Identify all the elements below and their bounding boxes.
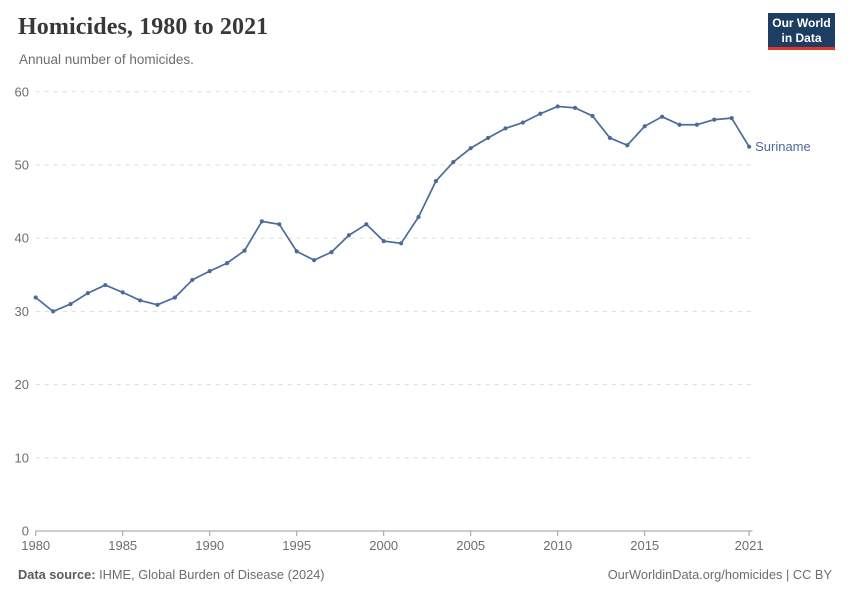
data-point bbox=[555, 104, 560, 109]
data-point bbox=[486, 135, 491, 141]
owid-logo-line2: in Data bbox=[781, 31, 822, 45]
data-source-value: IHME, Global Burden of Disease (2024) bbox=[99, 567, 325, 582]
data-point bbox=[120, 290, 125, 295]
data-point bbox=[520, 120, 526, 125]
chart-subtitle: Annual number of homicides. bbox=[19, 52, 194, 67]
credit-line: OurWorldinData.org/homicides | CC BY bbox=[607, 567, 832, 582]
y-tick-label: 30 bbox=[15, 304, 29, 319]
x-tick-label: 1990 bbox=[195, 538, 224, 553]
data-point bbox=[225, 260, 230, 266]
data-point bbox=[172, 295, 177, 300]
data-point bbox=[329, 250, 334, 255]
data-point bbox=[85, 291, 90, 296]
x-tick-label: 2005 bbox=[456, 538, 485, 553]
y-tick-label: 10 bbox=[15, 450, 29, 465]
y-tick-label: 20 bbox=[15, 377, 29, 392]
data-point bbox=[538, 111, 543, 116]
data-point bbox=[346, 233, 351, 238]
data-point bbox=[399, 241, 404, 246]
data-point bbox=[138, 298, 143, 303]
data-point bbox=[259, 219, 264, 224]
x-tick-label: 2015 bbox=[630, 538, 659, 553]
data-point bbox=[190, 277, 195, 283]
data-point bbox=[277, 222, 282, 227]
data-point bbox=[312, 258, 317, 263]
data-point bbox=[642, 124, 647, 129]
data-point bbox=[503, 126, 508, 131]
data-point bbox=[468, 146, 473, 151]
y-tick-label: 60 bbox=[15, 84, 29, 99]
data-point bbox=[381, 239, 386, 244]
y-tick-label: 50 bbox=[15, 158, 29, 173]
x-tick-label: 2010 bbox=[543, 538, 572, 553]
data-point bbox=[712, 117, 717, 122]
y-tick-label: 40 bbox=[15, 231, 29, 246]
page-title: Homicides, 1980 to 2021 bbox=[18, 14, 269, 40]
data-point bbox=[747, 144, 752, 149]
data-point bbox=[364, 222, 369, 227]
data-point bbox=[416, 214, 421, 220]
data-point bbox=[694, 122, 700, 127]
owid-logo-line1: Our World bbox=[772, 16, 831, 30]
x-tick-label: 1980 bbox=[21, 538, 50, 553]
data-point bbox=[590, 113, 595, 119]
chart-footer: Data source: IHME, Global Burden of Dise… bbox=[18, 567, 832, 582]
data-line bbox=[34, 105, 750, 313]
entity-label: Suriname bbox=[755, 139, 811, 154]
data-point bbox=[103, 282, 108, 288]
data-point bbox=[625, 143, 630, 148]
y-tick-label: 0 bbox=[22, 524, 29, 539]
owid-logo: Our World in Data bbox=[768, 13, 835, 50]
data-point bbox=[433, 179, 438, 184]
data-point bbox=[33, 295, 38, 300]
data-point bbox=[294, 249, 299, 254]
data-point bbox=[242, 248, 247, 253]
x-tick-label: 2000 bbox=[369, 538, 398, 553]
data-point bbox=[677, 122, 682, 127]
data-point bbox=[660, 114, 665, 119]
x-tick-label: 2021 bbox=[735, 538, 764, 553]
data-point bbox=[451, 159, 456, 165]
data-point bbox=[51, 309, 56, 314]
x-tick-label: 1985 bbox=[108, 538, 137, 553]
data-point bbox=[155, 302, 160, 307]
data-point bbox=[729, 116, 734, 121]
data-source-label: Data source: bbox=[18, 567, 96, 582]
data-point bbox=[607, 135, 613, 141]
data-point bbox=[573, 105, 578, 111]
data-point bbox=[207, 269, 212, 274]
x-tick-label: 1995 bbox=[282, 538, 311, 553]
data-point bbox=[68, 301, 73, 307]
data-source: Data source: IHME, Global Burden of Dise… bbox=[18, 567, 325, 582]
chart-svg: 0 10 20 30 40 50 60 1980 1985 1990 1995 2000 2005 201… bbox=[15, 84, 811, 553]
